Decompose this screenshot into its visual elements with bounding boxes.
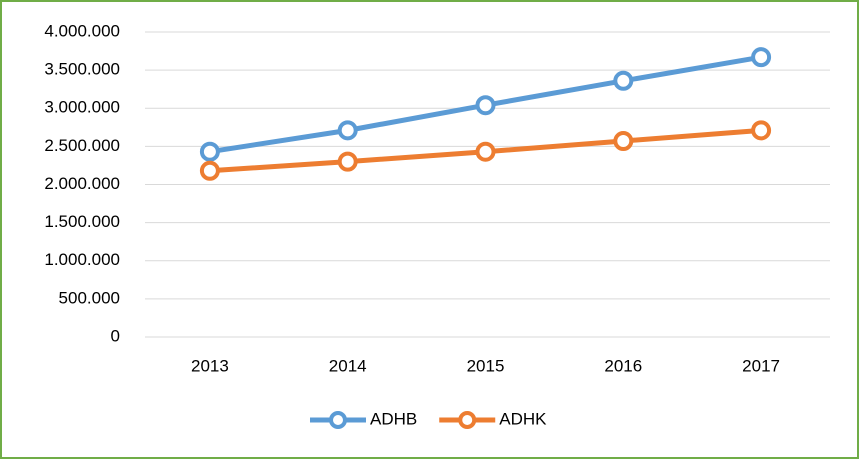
y-tick-label: 4.000.000 [44, 21, 120, 40]
data-point [337, 151, 358, 172]
data-point [613, 70, 634, 91]
x-tick-label: 2016 [604, 356, 642, 375]
y-tick-label: 3.000.000 [44, 98, 120, 117]
y-tick-label: 0 [111, 326, 120, 345]
data-point [475, 95, 496, 116]
x-tick-label: 2015 [467, 356, 505, 375]
legend-label: ADHK [499, 409, 547, 428]
x-tick-label: 2013 [191, 356, 229, 375]
y-tick-label: 1.000.000 [44, 250, 120, 269]
data-point [751, 120, 772, 141]
data-point [613, 131, 634, 152]
y-tick-label: 2.500.000 [44, 136, 120, 155]
data-point [337, 120, 358, 141]
y-tick-label: 1.500.000 [44, 212, 120, 231]
legend-label: ADHB [370, 409, 417, 428]
legend-marker [329, 411, 347, 429]
x-tick-label: 2017 [742, 356, 780, 375]
data-point [751, 47, 772, 68]
y-tick-label: 500.000 [59, 288, 120, 307]
y-tick-label: 2.000.000 [44, 174, 120, 193]
data-point [199, 160, 220, 181]
legend-marker [458, 411, 477, 429]
data-point [199, 141, 220, 162]
data-point [475, 141, 496, 162]
y-tick-label: 3.500.000 [44, 60, 120, 79]
x-tick-label: 2014 [329, 356, 367, 375]
